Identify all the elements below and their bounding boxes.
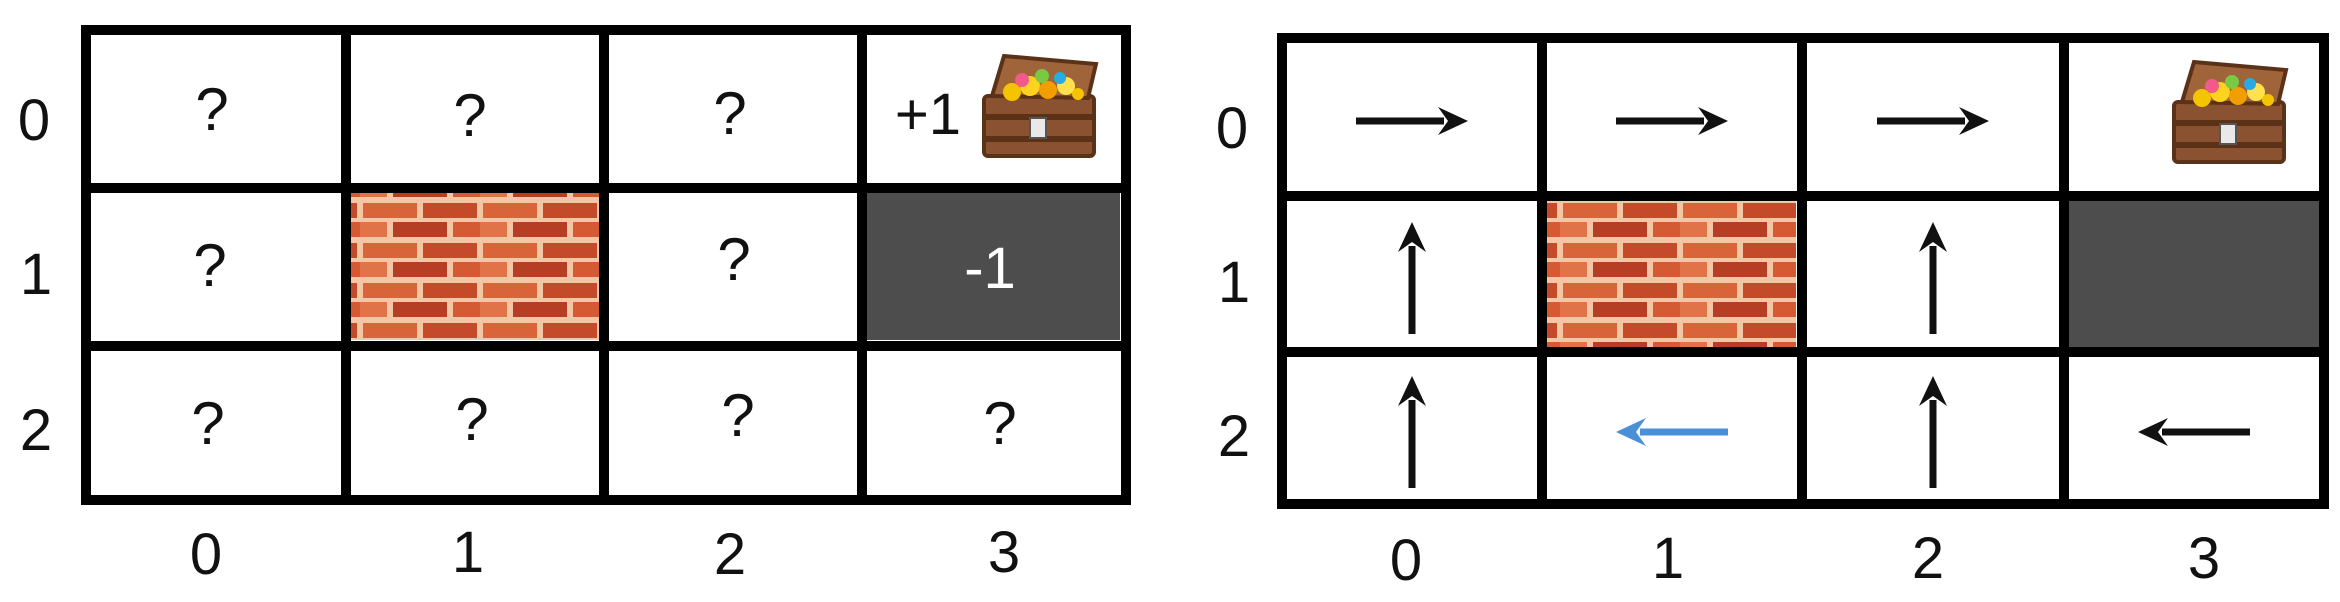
left-cell-1-2-symbol: ? [717, 226, 750, 293]
policy-arrow-2-0 [1398, 376, 1426, 488]
treasure-chest-icon [982, 54, 1098, 158]
right-grid: 0 1 2 0 1 2 3 [1216, 33, 2329, 593]
right-row-label-0: 0 [1216, 96, 1248, 161]
left-trap-cell [864, 192, 1120, 340]
policy-arrows [1356, 107, 2250, 488]
policy-arrow-0-2 [1877, 107, 1989, 135]
policy-arrow-0-1 [1616, 107, 1728, 135]
right-col-label-1: 1 [1652, 526, 1684, 591]
left-row-label-1: 1 [20, 242, 52, 307]
right-col-label-2: 2 [1912, 526, 1944, 591]
left-row-label-0: 0 [18, 88, 50, 153]
left-cell-0-0-symbol: ? [195, 76, 228, 143]
left-col-label-2: 2 [714, 522, 746, 587]
right-trap-cell [2068, 198, 2320, 348]
left-cell-2-0-symbol: ? [191, 390, 224, 457]
policy-arrow-1-2 [1919, 222, 1947, 334]
right-col-label-3: 3 [2188, 526, 2220, 591]
left-col-label-0: 0 [190, 522, 222, 587]
left-cell-0-2-symbol: ? [713, 80, 746, 147]
right-row-label-1: 1 [1218, 250, 1250, 315]
left-goal-reward: +1 [895, 82, 961, 147]
policy-arrow-2-2 [1919, 376, 1947, 488]
left-cell-2-2-symbol: ? [721, 382, 754, 449]
left-cell-2-1-symbol: ? [455, 386, 488, 453]
treasure-chest-icon [2172, 60, 2288, 164]
left-cell-0-1-symbol: ? [453, 82, 486, 149]
right-col-label-0: 0 [1390, 528, 1422, 593]
left-row-label-2: 2 [20, 398, 52, 463]
left-col-label-3: 3 [988, 520, 1020, 585]
policy-arrow-2-1 [1616, 418, 1728, 446]
left-wall-cell [346, 192, 600, 340]
left-cell-1-0-symbol: ? [193, 232, 226, 299]
left-grid: ? ? ? ? ? ? ? ? ? +1 -1 0 1 2 0 1 2 3 [18, 25, 1131, 587]
right-grid-lines [1277, 33, 2329, 509]
right-row-label-2: 2 [1218, 404, 1250, 469]
policy-arrow-2-3 [2138, 418, 2250, 446]
left-grid-lines [81, 25, 1131, 505]
policy-arrow-1-0 [1398, 222, 1426, 334]
left-col-label-1: 1 [452, 520, 484, 585]
left-trap-reward: -1 [964, 236, 1016, 301]
left-cell-2-3-symbol: ? [983, 390, 1016, 457]
right-wall-cell [1546, 198, 1796, 348]
policy-arrow-0-0 [1356, 107, 1468, 135]
